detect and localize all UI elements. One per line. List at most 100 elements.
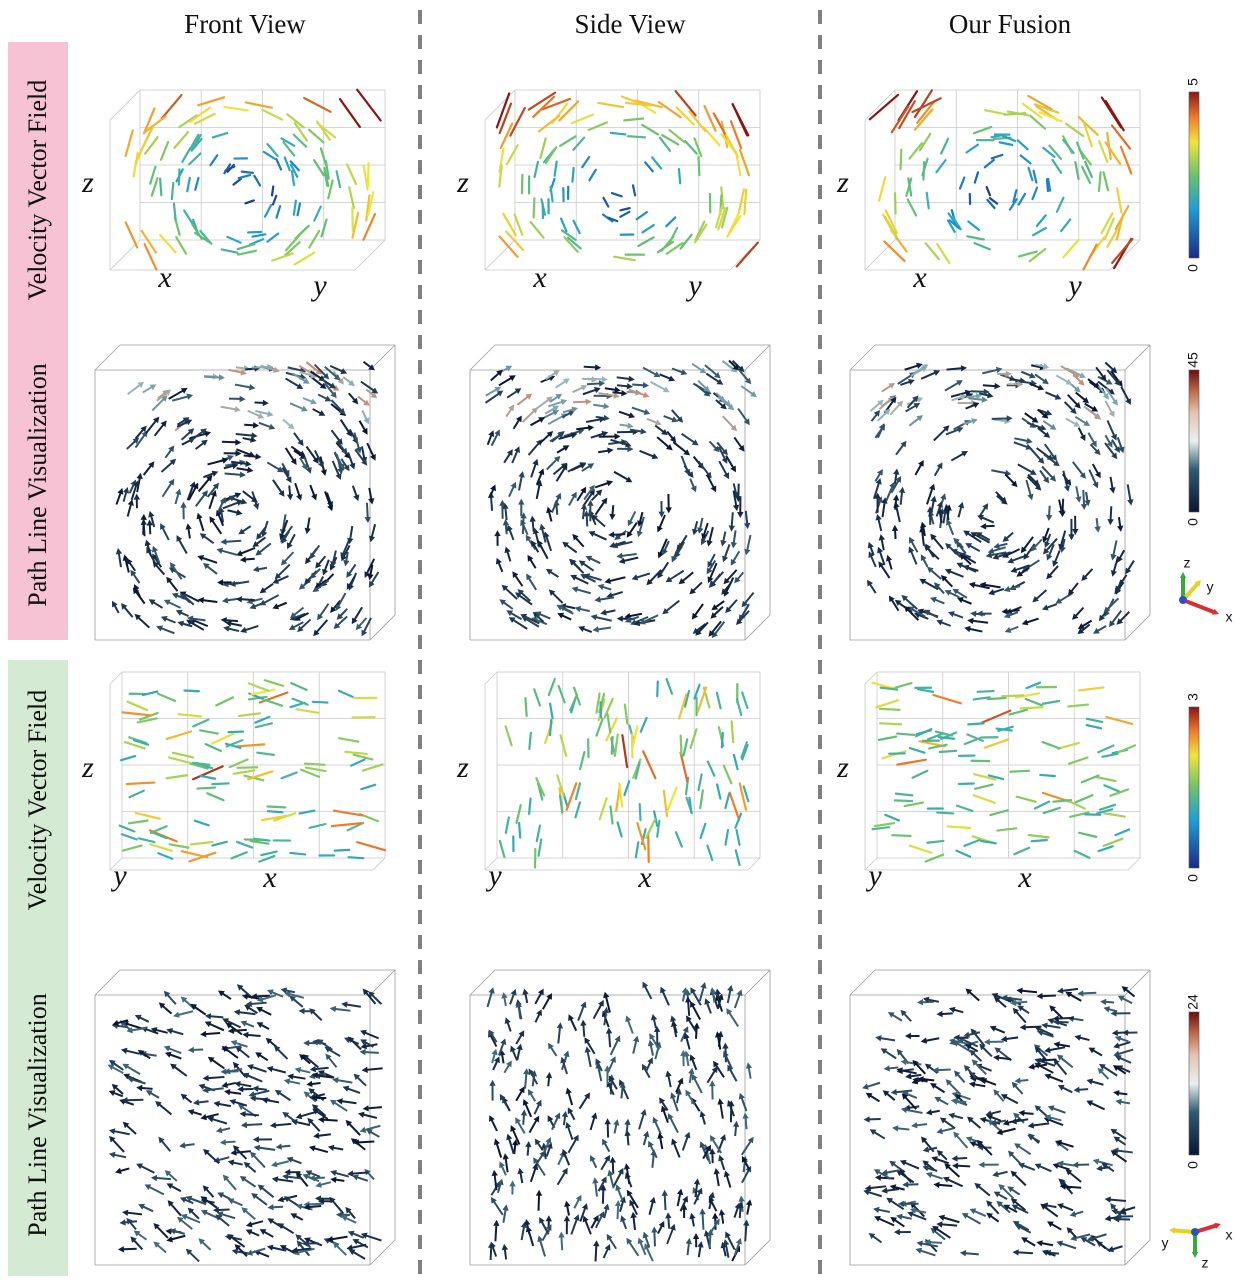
vector-glyph [1075, 851, 1090, 858]
vector-glyph [298, 204, 300, 216]
vector-glyph [947, 826, 970, 828]
vector-glyph [1104, 839, 1123, 846]
vector-glyph [176, 610, 189, 617]
vector-glyph [314, 160, 324, 175]
vector-glyph [565, 1122, 573, 1140]
vector-glyph [685, 141, 697, 154]
vector-glyph [661, 1106, 669, 1124]
vector-glyph [1040, 775, 1055, 776]
vector-glyph [260, 583, 274, 593]
vector-glyph [238, 767, 257, 768]
vector-glyph [870, 95, 898, 119]
vector-glyph [246, 1229, 260, 1236]
vector-glyph [245, 839, 262, 840]
vector-glyph [309, 130, 323, 143]
vector-glyph [724, 1171, 732, 1188]
column-title: Front View [184, 9, 306, 39]
vector-glyph [205, 1013, 224, 1019]
vector-glyph [346, 1120, 361, 1136]
vector-glyph [127, 499, 134, 517]
vector-glyph [947, 365, 968, 371]
vector-glyph [1028, 1122, 1050, 1128]
vector-glyph [205, 1021, 225, 1031]
row-label: Path Line Visualization [23, 363, 52, 606]
cube-edge [1125, 345, 1150, 370]
vector-glyph [207, 793, 223, 800]
vector-glyph [731, 530, 737, 548]
triad-label: x [1226, 1227, 1233, 1243]
vector-glyph [255, 400, 269, 406]
vector-glyph [885, 815, 899, 821]
vector-glyph [1125, 560, 1135, 574]
vector-glyph [970, 1050, 983, 1062]
vector-glyph [697, 1241, 703, 1257]
vector-glyph [489, 1080, 495, 1101]
vector-glyph [1036, 1240, 1053, 1246]
colorbar-tick-label: 0 [1185, 518, 1201, 526]
vector-glyph [642, 225, 653, 232]
vector-glyph [692, 1074, 703, 1094]
vector-glyph [894, 1229, 911, 1235]
vector-glyph [899, 487, 905, 505]
vector-glyph [909, 415, 923, 426]
vector-glyph [525, 1141, 531, 1156]
vector-glyph [582, 157, 589, 167]
vector-glyph [717, 693, 721, 709]
vector-glyph [238, 244, 255, 249]
vector-glyph [278, 1223, 295, 1234]
vector-glyph [1098, 745, 1113, 752]
vector-glyph [941, 575, 953, 587]
vector-glyph [653, 1117, 662, 1135]
vector-glyph [742, 1113, 748, 1130]
vector-glyph [722, 733, 723, 747]
vector-glyph [503, 449, 513, 463]
vector-glyph [598, 448, 614, 454]
vector-glyph [129, 821, 148, 824]
vector-glyph [945, 569, 964, 578]
vector-glyph [953, 1132, 968, 1149]
vector-glyph [628, 136, 645, 137]
vector-glyph [657, 515, 666, 533]
vector-glyph [988, 588, 1004, 595]
vector-glyph [312, 408, 325, 416]
vector-glyph [722, 544, 730, 562]
vector-glyph [901, 150, 902, 170]
vector-glyph [1014, 848, 1029, 855]
vector-glyph [960, 1250, 979, 1256]
vector-glyph [1082, 776, 1099, 783]
vector-glyph [951, 451, 968, 461]
vector-glyph [937, 1011, 953, 1017]
vector-glyph [1052, 550, 1060, 567]
column-title: Side View [574, 9, 686, 39]
vector-glyph [229, 396, 246, 402]
vector-glyph [746, 1199, 752, 1215]
axis-label: z [836, 751, 849, 784]
vector-glyph [730, 793, 739, 820]
vector-glyph [1119, 1206, 1135, 1213]
vector-glyph [593, 403, 610, 409]
cube-edge [95, 970, 120, 995]
vector-glyph [905, 1033, 920, 1039]
vector-glyph [933, 1182, 952, 1188]
vector-glyph [276, 159, 281, 169]
vector-glyph [677, 1189, 684, 1207]
vector-glyph [332, 1077, 352, 1084]
vector-glyph [184, 690, 199, 691]
vector-glyph [195, 178, 198, 190]
vector-glyph [188, 1109, 202, 1116]
vector-glyph [896, 794, 912, 796]
vector-glyph [546, 569, 559, 578]
vector-glyph [306, 768, 326, 771]
vector-glyph [974, 795, 995, 803]
vector-glyph [626, 1238, 639, 1257]
vector-glyph [952, 589, 967, 599]
vector-glyph [511, 446, 520, 463]
vector-glyph [309, 1008, 322, 1021]
vector-glyph [175, 489, 182, 505]
vector-glyph [692, 363, 707, 374]
vector-glyph [496, 558, 503, 572]
vector-glyph [603, 1244, 611, 1259]
vector-glyph [212, 842, 227, 846]
vector-glyph [577, 1001, 586, 1021]
vector-glyph [243, 1073, 263, 1083]
